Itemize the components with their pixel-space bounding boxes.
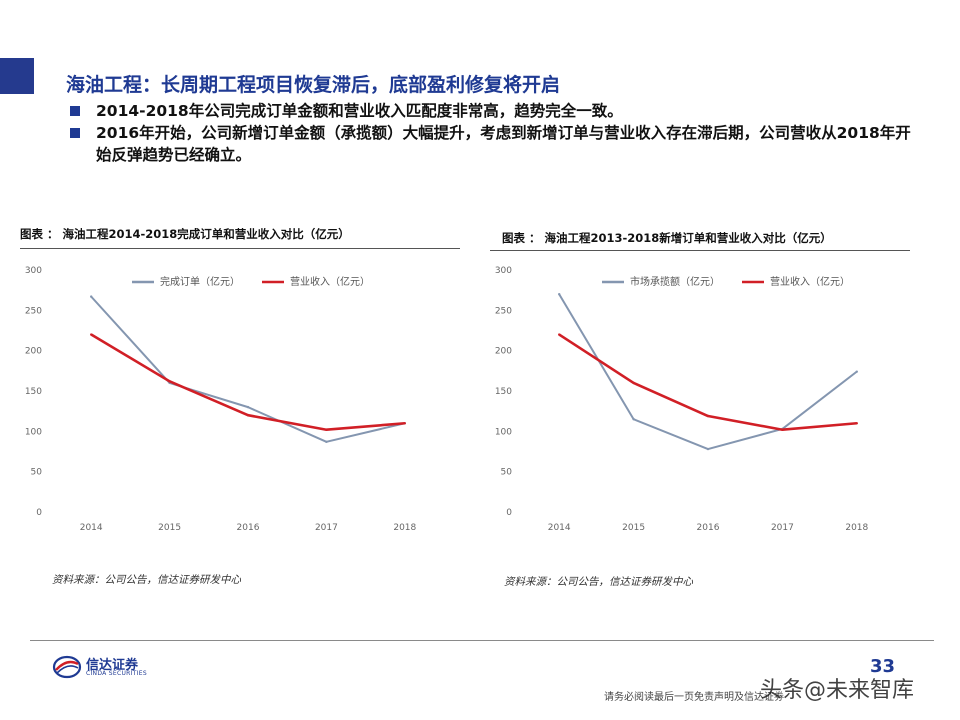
- y-tick-label: 100: [495, 427, 512, 437]
- data-point: [90, 333, 93, 336]
- data-point: [90, 295, 93, 298]
- data-point: [325, 440, 328, 444]
- chart-2-top-rule: [490, 250, 910, 251]
- series-line: [90, 295, 406, 443]
- y-tick-label: 150: [495, 387, 512, 397]
- data-point: [781, 428, 784, 431]
- legend-label: 营业收入（亿元）: [290, 275, 370, 288]
- data-point: [558, 293, 561, 296]
- bullet-square-icon: [70, 128, 80, 138]
- x-tick-label: 2018: [393, 523, 416, 533]
- x-tick-label: 2016: [237, 523, 260, 533]
- legend-label: 营业收入（亿元）: [770, 275, 850, 288]
- chart-1-source: 资料来源：公司公告，信达证券研发中心: [52, 574, 241, 586]
- x-tick-label: 2017: [771, 523, 794, 533]
- x-tick-label: 2016: [697, 523, 720, 533]
- logo-text-cn: 信达证券: [86, 658, 139, 673]
- slide-title: 海油工程：长周期工程项目恢复滞后，底部盈利修复将开启: [66, 74, 561, 96]
- data-point: [855, 370, 858, 373]
- bullet-square-icon: [70, 106, 80, 116]
- y-tick-label: 50: [501, 468, 513, 478]
- y-tick-label: 300: [25, 266, 42, 276]
- data-point: [632, 418, 635, 421]
- data-point: [246, 414, 250, 417]
- y-tick-label: 150: [25, 387, 42, 397]
- legend-label: 市场承揽额（亿元）: [630, 275, 720, 288]
- data-point: [558, 333, 561, 336]
- y-tick-label: 250: [25, 306, 42, 316]
- data-point: [706, 447, 710, 451]
- y-tick-label: 200: [25, 347, 42, 357]
- bullet-text: 2014-2018年公司完成订单金额和营业收入匹配度非常高，趋势完全一致。: [96, 102, 623, 120]
- logo-mark-icon: [52, 655, 82, 679]
- y-tick-label: 250: [495, 306, 512, 316]
- y-tick-label: 50: [31, 468, 43, 478]
- bullet-item: 2016年开始，公司新增订单金额（承揽额）大幅提升，考虑到新增订单与营业收入存在…: [66, 122, 926, 166]
- data-point: [246, 405, 250, 409]
- x-tick-label: 2015: [158, 523, 181, 533]
- page-number: 33: [870, 656, 896, 677]
- data-point: [632, 381, 635, 385]
- chart-2-source: 资料来源：公司公告，信达证券研发中心: [504, 576, 693, 588]
- logo-text-en: CINDA SECURITIES: [86, 670, 147, 677]
- company-logo: 信达证券 CINDA SECURITIES: [52, 654, 162, 682]
- data-point: [168, 380, 171, 383]
- chart-1-top-rule: [20, 248, 460, 249]
- data-point: [403, 422, 406, 425]
- y-tick-label: 0: [36, 508, 42, 518]
- bullet-item: 2014-2018年公司完成订单金额和营业收入匹配度非常高，趋势完全一致。: [66, 100, 926, 122]
- chart-2-caption: 图表 ： 海油工程2013-2018新增订单和营业收入对比（亿元）: [502, 231, 832, 245]
- y-tick-label: 300: [495, 266, 512, 276]
- data-point: [325, 428, 328, 431]
- x-tick-label: 2014: [80, 523, 103, 533]
- y-tick-label: 100: [25, 427, 42, 437]
- chart-1-plot: 0 50 100 150 200 250 300 2014 2015 2016 2017 2018 完成…: [25, 266, 417, 533]
- chart-1-caption: 图表 ： 海油工程2014-2018完成订单和营业收入对比（亿元）: [20, 227, 350, 241]
- bullet-text: 2016年开始，公司新增订单金额（承揽额）大幅提升，考虑到新增订单与营业收入存在…: [96, 124, 911, 164]
- title-accent-square: [0, 58, 34, 94]
- legend-label: 完成订单（亿元）: [160, 275, 240, 288]
- watermark-text: 头条@未来智库: [760, 678, 915, 703]
- disclaimer-text: 请务必阅读最后一页免责声明及信达证券: [604, 692, 784, 703]
- data-point: [855, 422, 858, 425]
- y-tick-label: 200: [495, 347, 512, 357]
- chart-2-plot: 0 50 100 150 200 250 300 2014 2015 2016 2017 2018 市场…: [495, 266, 869, 533]
- footer-divider: [30, 640, 934, 641]
- x-tick-label: 2018: [845, 523, 868, 533]
- x-tick-label: 2014: [548, 523, 571, 533]
- bullet-list: 2014-2018年公司完成订单金额和营业收入匹配度非常高，趋势完全一致。 20…: [66, 100, 926, 166]
- y-tick-label: 0: [506, 508, 512, 518]
- x-tick-label: 2017: [315, 523, 338, 533]
- x-tick-label: 2015: [622, 523, 645, 533]
- data-point: [706, 414, 710, 418]
